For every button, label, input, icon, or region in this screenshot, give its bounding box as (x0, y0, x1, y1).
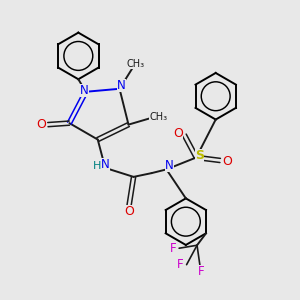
Text: H: H (93, 160, 101, 170)
Text: O: O (173, 127, 183, 140)
Text: O: O (222, 155, 232, 168)
Text: N: N (101, 158, 110, 171)
Text: O: O (124, 205, 134, 218)
Text: F: F (170, 242, 176, 255)
Text: N: N (117, 79, 125, 92)
Text: F: F (198, 265, 205, 278)
Text: CH₃: CH₃ (149, 112, 167, 122)
Text: S: S (195, 149, 204, 163)
Text: F: F (177, 258, 184, 271)
Text: N: N (80, 84, 89, 97)
Text: CH₃: CH₃ (127, 59, 145, 69)
Text: N: N (165, 159, 174, 172)
Text: O: O (36, 118, 46, 131)
